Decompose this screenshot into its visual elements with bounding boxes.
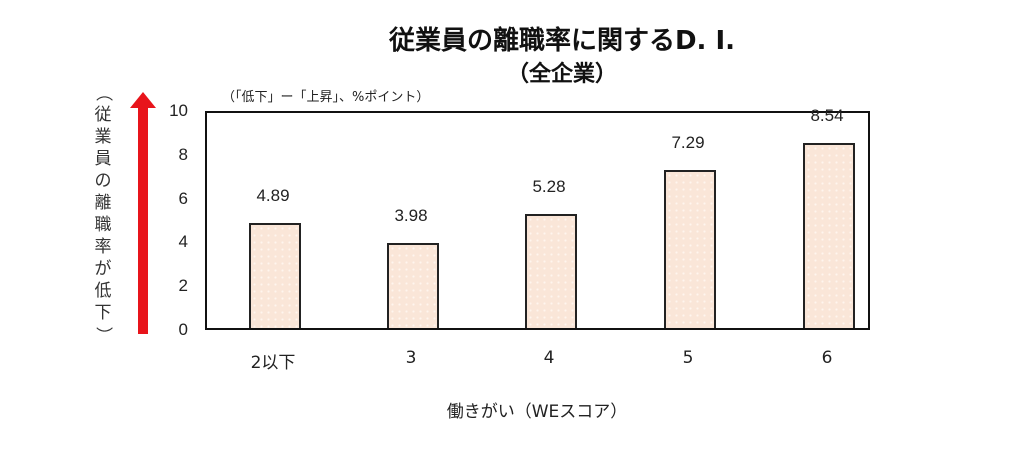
- y-tick-label: 2: [178, 276, 188, 296]
- chart-subtitle: （全企業）: [506, 62, 617, 87]
- x-tick-label: 6: [821, 348, 833, 368]
- chart-title: 従業員の離職率に関するD. I.: [388, 26, 736, 56]
- bar: [525, 214, 577, 328]
- y-tick-label: 0: [178, 320, 188, 339]
- y-tick-label: 8: [178, 144, 188, 164]
- y-tick-label: 10: [169, 101, 188, 120]
- bar-value-label: 7.29: [671, 133, 705, 153]
- bar-value-label: 8.54: [810, 105, 844, 125]
- bar-value-label: 4.89: [256, 185, 290, 205]
- bar-value-label: 3.98: [394, 205, 428, 225]
- y-tick-label: 6: [178, 188, 188, 208]
- bar-value-label: 5.28: [532, 177, 566, 197]
- x-tick-label: 4: [543, 348, 555, 368]
- bar: [387, 242, 439, 328]
- x-tick-label: 3: [405, 348, 417, 368]
- bar: [803, 142, 855, 328]
- plot-area: [205, 111, 870, 330]
- x-tick-label: 2以下: [250, 353, 296, 373]
- bar: [664, 170, 716, 328]
- y-axis-label: （従業員の離職率が低下）: [93, 84, 113, 344]
- x-axis-label: 働きがい（WEスコア）: [446, 402, 628, 422]
- unit-note: （「低下」ー「上昇」、%ポイント）: [222, 90, 430, 105]
- y-tick-label: 4: [178, 232, 188, 252]
- up-arrow-icon: [130, 92, 156, 334]
- x-tick-label: 5: [682, 348, 694, 368]
- bar: [249, 222, 301, 328]
